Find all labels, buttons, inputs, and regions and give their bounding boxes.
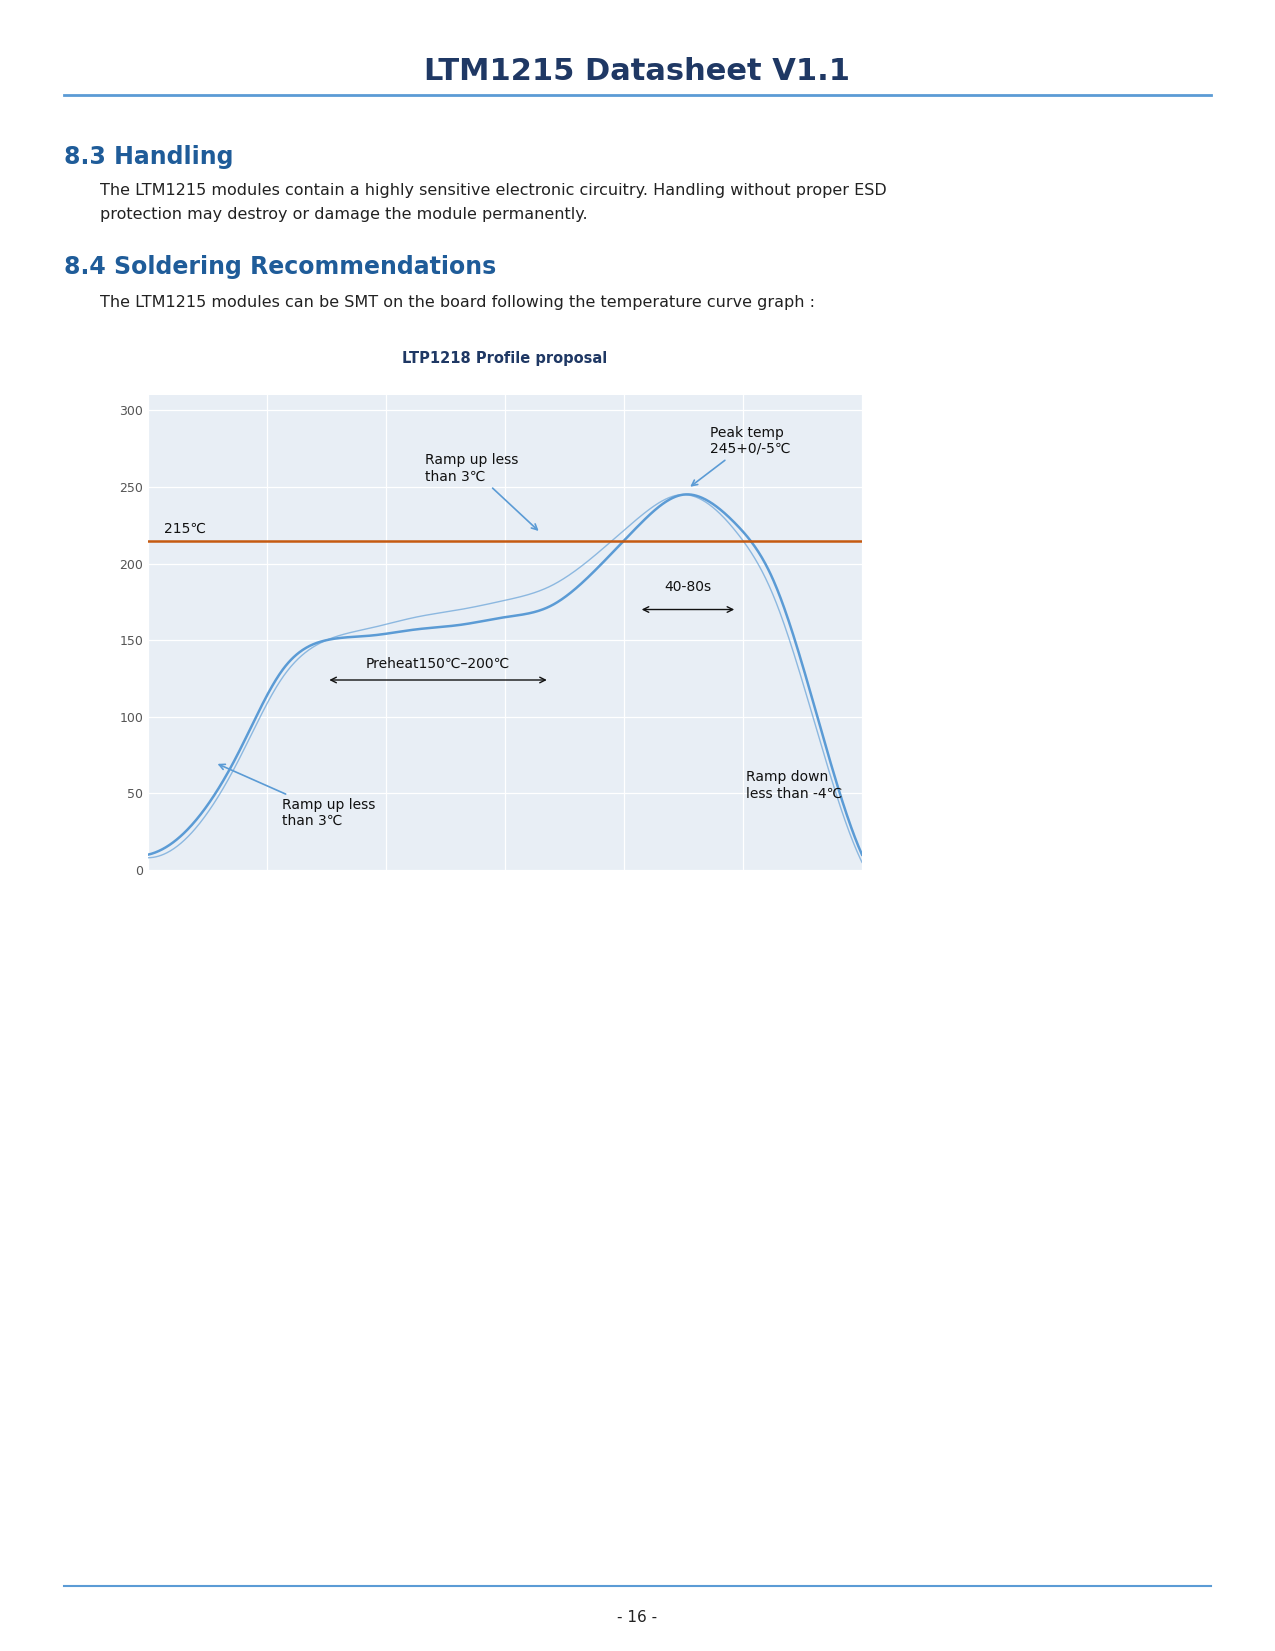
Text: 8.4 Soldering Recommendations: 8.4 Soldering Recommendations [64,254,496,279]
Text: The LTM1215 modules contain a highly sensitive electronic circuitry. Handling wi: The LTM1215 modules contain a highly sen… [99,183,886,198]
Text: Ramp down
less than -4℃: Ramp down less than -4℃ [746,771,843,801]
Text: - 16 -: - 16 - [617,1610,657,1626]
Text: 40-80s: 40-80s [664,580,711,594]
Text: 215℃: 215℃ [164,522,207,537]
Text: LTP1218 Profile proposal: LTP1218 Profile proposal [403,352,608,367]
Text: Preheat150℃–200℃: Preheat150℃–200℃ [366,657,510,670]
Text: 8.3 Handling: 8.3 Handling [64,145,233,168]
Text: Ramp up less
than 3℃: Ramp up less than 3℃ [219,764,375,829]
Text: Peak temp
245+0/-5℃: Peak temp 245+0/-5℃ [691,426,790,485]
Text: protection may destroy or damage the module permanently.: protection may destroy or damage the mod… [99,206,588,221]
Text: The LTM1215 modules can be SMT on the board following the temperature curve grap: The LTM1215 modules can be SMT on the bo… [99,296,815,310]
Text: Ramp up less
than 3℃: Ramp up less than 3℃ [425,454,537,530]
Text: LTM1215 Datasheet V1.1: LTM1215 Datasheet V1.1 [425,58,850,86]
